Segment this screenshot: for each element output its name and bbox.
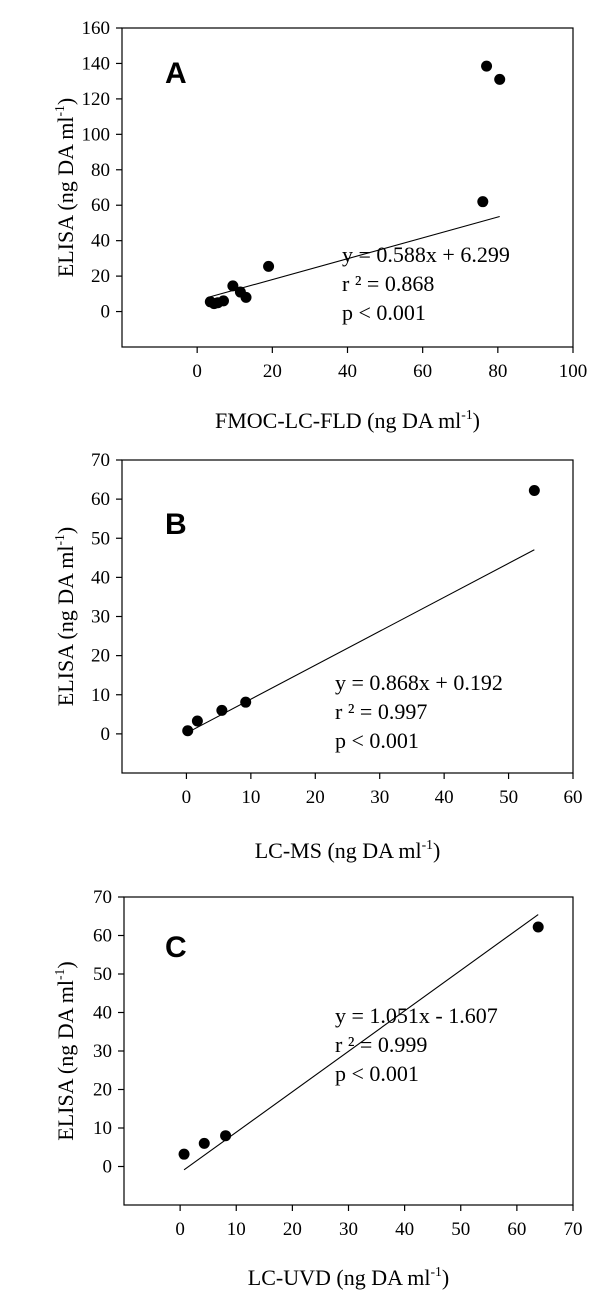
y-tick-label-b: 70	[91, 450, 110, 471]
y-tick-label-a: 80	[91, 160, 110, 181]
r-squared-label-c: r ² = 0.999	[335, 1032, 427, 1057]
equation-label-a: y = 0.588x + 6.299	[342, 242, 510, 267]
x-tick-label-b: 20	[306, 787, 325, 808]
y-tick-label-b: 0	[101, 724, 111, 745]
x-tick-label-a: 20	[263, 361, 282, 382]
data-point-a	[481, 60, 493, 72]
data-point-c	[532, 921, 544, 933]
y-tick-label-c: 60	[93, 926, 112, 947]
x-tick-label-b: 50	[499, 787, 518, 808]
x-tick-label-c: 60	[507, 1219, 526, 1240]
y-tick-label-a: 120	[82, 89, 111, 110]
x-tick-label-b: 30	[370, 787, 389, 808]
panel-a: 0 20 40 60 80 100 0 20 40 60 80 100 120 140 160 Ay = 0.…	[52, 18, 587, 433]
panel-letter-b: B	[165, 508, 187, 541]
x-axis-label-b: LC-MS (ng DA ml-1)	[255, 837, 441, 863]
p-value-label-b: p < 0.001	[335, 728, 419, 753]
y-tick-label-b: 20	[91, 646, 110, 667]
panel-letter-c: C	[165, 931, 187, 964]
x-tick-label-c: 20	[283, 1219, 302, 1240]
p-value-label-c: p < 0.001	[335, 1061, 419, 1086]
x-tick-label-c: 40	[395, 1219, 414, 1240]
equation-label-c: y = 1.051x - 1.607	[335, 1003, 498, 1028]
data-point-b	[216, 704, 228, 716]
panel-letter-a: A	[165, 57, 187, 90]
data-point-a	[477, 196, 489, 208]
regression-line-c	[183, 914, 539, 1171]
y-tick-label-c: 10	[93, 1118, 112, 1139]
data-point-c	[220, 1130, 232, 1142]
p-value-label-a: p < 0.001	[342, 300, 426, 325]
panel-c: 0 10 20 30 40 50 60 70 0 10 20 30 40 50 60 70 Cy = 1.051…	[52, 887, 583, 1290]
y-tick-label-a: 60	[91, 195, 110, 216]
x-axis-label-c: LC-UVD (ng DA ml-1)	[248, 1264, 449, 1290]
data-point-a	[240, 291, 252, 303]
data-point-b	[182, 725, 194, 737]
y-tick-label-b: 10	[91, 685, 110, 706]
x-tick-label-a: 0	[192, 361, 202, 382]
x-tick-label-b: 0	[182, 787, 192, 808]
x-axis-label-a: FMOC-LC-FLD (ng DA ml-1)	[215, 407, 480, 433]
y-tick-label-a: 0	[101, 302, 111, 323]
x-tick-label-a: 100	[559, 361, 588, 382]
y-tick-label-b: 30	[91, 607, 110, 628]
y-tick-label-a: 140	[82, 53, 111, 74]
data-point-c	[198, 1137, 210, 1149]
y-tick-label-c: 20	[93, 1080, 112, 1101]
data-point-b	[191, 715, 203, 727]
x-tick-label-b: 10	[241, 787, 260, 808]
y-tick-label-a: 40	[91, 231, 110, 252]
data-point-a	[227, 280, 239, 292]
y-tick-label-b: 60	[91, 489, 110, 510]
panel-b: 0 10 20 30 40 50 60 0 10 20 30 40 50 60 70 By = 0.868x …	[52, 450, 583, 863]
y-tick-label-c: 0	[103, 1157, 113, 1178]
data-point-b	[528, 485, 540, 497]
y-tick-label-c: 30	[93, 1041, 112, 1062]
y-tick-label-b: 40	[91, 567, 110, 588]
x-tick-label-c: 70	[564, 1219, 583, 1240]
y-tick-label-b: 50	[91, 528, 110, 549]
x-tick-label-a: 60	[413, 361, 432, 382]
y-axis-label-a: ELISA (ng DA ml-1)	[52, 98, 78, 277]
y-axis-label-b: ELISA (ng DA ml-1)	[52, 527, 78, 706]
data-point-a	[217, 295, 229, 307]
x-tick-label-c: 50	[451, 1219, 470, 1240]
x-tick-label-c: 30	[339, 1219, 358, 1240]
x-tick-label-b: 40	[435, 787, 454, 808]
regression-line-a	[210, 215, 500, 298]
y-tick-label-c: 70	[93, 887, 112, 908]
x-tick-label-c: 0	[175, 1219, 185, 1240]
r-squared-label-b: r ² = 0.997	[335, 699, 427, 724]
data-point-a	[263, 260, 275, 272]
y-axis-label-c: ELISA (ng DA ml-1)	[52, 961, 78, 1140]
y-tick-label-c: 50	[93, 964, 112, 985]
y-tick-label-a: 160	[82, 18, 111, 39]
y-tick-label-c: 40	[93, 1003, 112, 1024]
x-tick-label-b: 60	[564, 787, 583, 808]
data-point-b	[240, 696, 252, 708]
x-tick-label-a: 80	[488, 361, 507, 382]
x-tick-label-a: 40	[338, 361, 357, 382]
x-tick-label-c: 10	[227, 1219, 246, 1240]
y-tick-label-a: 20	[91, 266, 110, 287]
data-point-a	[494, 73, 506, 85]
equation-label-b: y = 0.868x + 0.192	[335, 670, 503, 695]
y-tick-label-a: 100	[82, 124, 111, 145]
data-point-c	[178, 1148, 190, 1160]
r-squared-label-a: r ² = 0.868	[342, 271, 434, 296]
